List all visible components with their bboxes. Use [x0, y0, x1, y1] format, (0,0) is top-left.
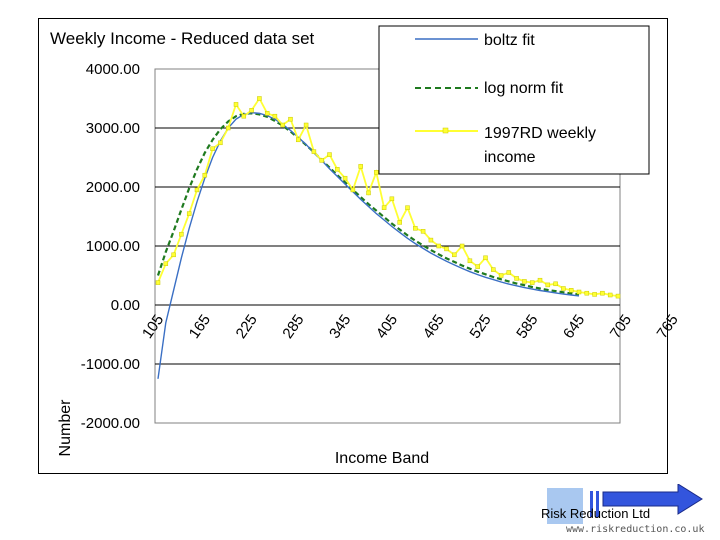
x-axis-label: Income Band — [335, 450, 429, 467]
gridlines — [155, 127, 620, 365]
data-point — [452, 252, 457, 258]
chart-title: Weekly Income - Reduced data set — [50, 29, 315, 48]
data-point — [600, 290, 605, 296]
legend: boltz fit log norm fit 1997RD weekly inc… — [378, 25, 650, 175]
y-tick-label: -2000.00 — [81, 415, 140, 432]
data-point — [584, 290, 590, 296]
data-point — [420, 229, 426, 234]
data-point — [514, 276, 519, 281]
data-point — [233, 102, 239, 107]
legend-box — [378, 25, 650, 175]
data-point — [210, 146, 215, 151]
data-point — [225, 125, 231, 131]
logo-arrow — [602, 484, 703, 515]
logo-bar-2 — [596, 491, 599, 517]
data-point — [163, 261, 169, 266]
y-axis-label: Number — [57, 399, 74, 457]
data-point — [475, 264, 480, 269]
data-point — [350, 187, 356, 193]
data-point — [592, 292, 597, 297]
data-point — [319, 158, 324, 163]
data-point — [335, 167, 340, 172]
data-point — [561, 286, 566, 291]
data-point — [194, 187, 200, 193]
data-point — [280, 122, 285, 128]
data-point — [296, 137, 301, 143]
data-point — [257, 96, 262, 101]
data-point — [366, 190, 371, 196]
y-tick-label: 3000.00 — [86, 120, 140, 137]
data-point — [218, 140, 223, 146]
risk-reduction-logo — [547, 484, 703, 524]
data-point — [381, 205, 387, 210]
data-point — [444, 246, 449, 252]
data-point — [179, 231, 184, 237]
data-point — [303, 122, 309, 128]
data-point — [358, 164, 363, 169]
data-point — [506, 270, 512, 275]
data-point — [522, 279, 527, 284]
logo-company-name: Risk Reduction Ltd — [541, 506, 651, 521]
data-point — [436, 243, 441, 249]
data-point — [288, 116, 293, 122]
data-point — [413, 226, 418, 231]
legend-marker-weekly — [442, 127, 449, 134]
logo-square — [547, 488, 583, 524]
data-point — [615, 293, 621, 299]
data-point — [498, 273, 504, 278]
data-point — [428, 237, 434, 243]
logo-bar-1 — [590, 491, 593, 517]
data-point — [264, 111, 270, 116]
data-point — [537, 277, 543, 283]
data-point — [272, 113, 278, 119]
series-line-1 — [156, 112, 580, 296]
data-point — [389, 196, 395, 202]
data-point — [202, 172, 208, 178]
y-tick-label: 2000.00 — [86, 179, 140, 196]
logo-website: www.riskreduction.co.uk — [566, 524, 705, 535]
data-point — [467, 258, 473, 264]
legend-label-boltz: boltz fit — [484, 32, 535, 49]
data-point — [155, 280, 161, 285]
y-tick-label: -1000.00 — [81, 356, 140, 373]
data-point — [397, 220, 402, 225]
y-tick-label: 1000.00 — [86, 238, 140, 255]
x-tick-label: 765 — [654, 312, 682, 342]
data-point — [568, 288, 574, 293]
data-point — [576, 289, 582, 295]
data-point — [545, 282, 551, 288]
series-layer — [155, 96, 621, 379]
data-point — [553, 281, 558, 287]
data-point — [491, 267, 496, 272]
data-point — [241, 113, 247, 119]
y-axis-ticks: 4000.00 3000.00 2000.00 1000.00 0.00 -1000.00… — [81, 61, 140, 432]
data-point — [607, 292, 613, 298]
data-point — [529, 280, 535, 285]
data-point — [171, 252, 176, 258]
legend-label-weekly: 1997RD weekly income — [484, 125, 601, 166]
data-point — [483, 255, 488, 261]
data-point — [327, 152, 332, 157]
legend-label-lognorm: log norm fit — [484, 80, 564, 97]
data-point — [186, 211, 192, 216]
data-point — [459, 243, 465, 249]
y-tick-label: 0.00 — [111, 297, 140, 314]
data-point — [311, 149, 317, 154]
y-tick-label: 4000.00 — [86, 61, 140, 78]
data-point — [374, 170, 379, 175]
data-point — [342, 175, 348, 181]
data-point — [405, 205, 410, 210]
data-point — [249, 108, 254, 113]
